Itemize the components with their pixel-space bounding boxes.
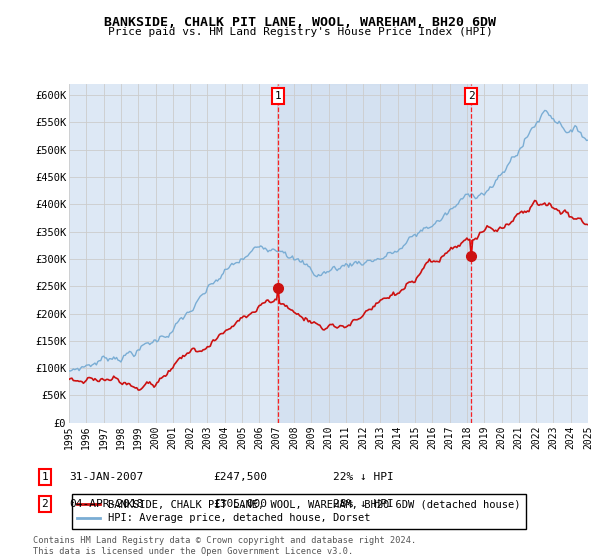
Bar: [278, 84, 471, 423]
Text: BANKSIDE, CHALK PIT LANE, WOOL, WAREHAM, BH20 6DW: BANKSIDE, CHALK PIT LANE, WOOL, WAREHAM,…: [104, 16, 496, 29]
Text: £247,500: £247,500: [213, 472, 267, 482]
Text: 28% ↓ HPI: 28% ↓ HPI: [333, 499, 394, 509]
Text: 2: 2: [41, 499, 49, 509]
Legend: BANKSIDE, CHALK PIT LANE, WOOL, WAREHAM, BH20 6DW (detached house), HPI: Average: BANKSIDE, CHALK PIT LANE, WOOL, WAREHAM,…: [71, 494, 526, 529]
Text: 1: 1: [275, 91, 281, 101]
Text: 04-APR-2018: 04-APR-2018: [69, 499, 143, 509]
Text: 2: 2: [468, 91, 475, 101]
Text: £305,000: £305,000: [213, 499, 267, 509]
Text: 22% ↓ HPI: 22% ↓ HPI: [333, 472, 394, 482]
Text: 31-JAN-2007: 31-JAN-2007: [69, 472, 143, 482]
Text: Price paid vs. HM Land Registry's House Price Index (HPI): Price paid vs. HM Land Registry's House …: [107, 27, 493, 37]
Text: Contains HM Land Registry data © Crown copyright and database right 2024.
This d: Contains HM Land Registry data © Crown c…: [33, 536, 416, 556]
Text: 1: 1: [41, 472, 49, 482]
